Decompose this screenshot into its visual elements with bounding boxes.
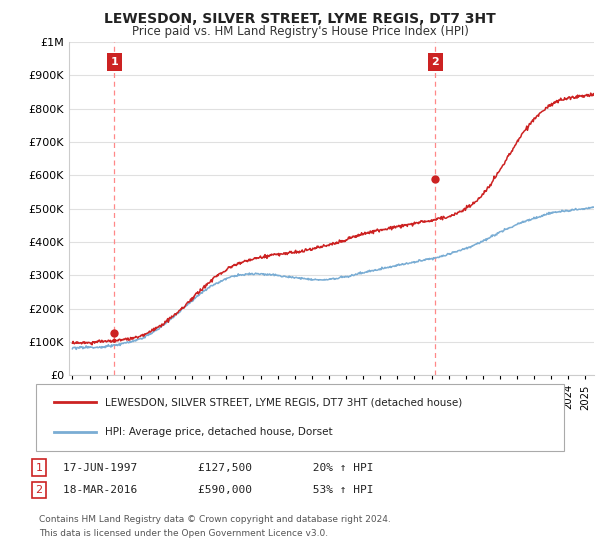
Text: LEWESDON, SILVER STREET, LYME REGIS, DT7 3HT (detached house): LEWESDON, SILVER STREET, LYME REGIS, DT7… bbox=[105, 398, 462, 408]
Text: 2: 2 bbox=[431, 57, 439, 67]
Text: Contains HM Land Registry data © Crown copyright and database right 2024.: Contains HM Land Registry data © Crown c… bbox=[39, 515, 391, 524]
Text: 17-JUN-1997         £127,500         20% ↑ HPI: 17-JUN-1997 £127,500 20% ↑ HPI bbox=[63, 463, 373, 473]
Text: Price paid vs. HM Land Registry's House Price Index (HPI): Price paid vs. HM Land Registry's House … bbox=[131, 25, 469, 38]
Text: HPI: Average price, detached house, Dorset: HPI: Average price, detached house, Dors… bbox=[105, 427, 332, 437]
Text: 1: 1 bbox=[110, 57, 118, 67]
Text: 1: 1 bbox=[35, 463, 43, 473]
Text: 18-MAR-2016         £590,000         53% ↑ HPI: 18-MAR-2016 £590,000 53% ↑ HPI bbox=[63, 485, 373, 495]
Text: 2: 2 bbox=[35, 485, 43, 495]
Text: This data is licensed under the Open Government Licence v3.0.: This data is licensed under the Open Gov… bbox=[39, 529, 328, 538]
Text: LEWESDON, SILVER STREET, LYME REGIS, DT7 3HT: LEWESDON, SILVER STREET, LYME REGIS, DT7… bbox=[104, 12, 496, 26]
